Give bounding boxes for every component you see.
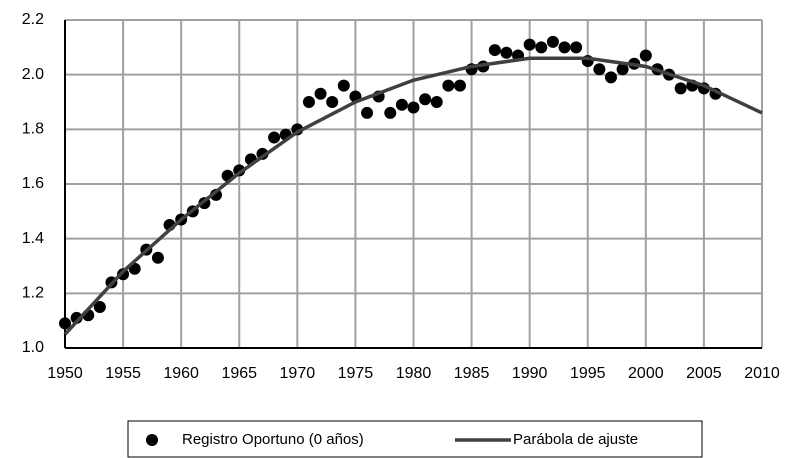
y-tick-label: 1.8 [22,121,44,138]
data-point [268,131,281,144]
data-point [570,41,583,54]
data-point [93,301,106,313]
data-point [523,38,536,51]
data-point [302,96,315,108]
data-point [535,41,548,54]
y-tick-label: 1.2 [22,285,44,302]
x-tick-label: 1955 [105,365,141,382]
y-tick-label: 2.0 [22,66,44,83]
x-tick-label: 1950 [47,365,83,382]
x-tick-label: 1980 [396,365,432,382]
y-tick-label: 1.6 [22,175,44,192]
data-point [546,35,559,48]
data-point [384,106,397,119]
x-tick-label: 1975 [338,365,374,382]
x-tick-label: 2010 [744,365,780,382]
data-point [604,71,617,84]
x-tick-label: 1995 [570,365,606,382]
data-point [407,101,420,114]
y-tick-label: 2.2 [22,11,44,28]
data-point [453,79,466,92]
data-point [593,63,606,76]
data-point [674,82,687,95]
y-tick-label: 1.0 [22,339,44,356]
data-point [326,96,339,108]
x-tick-label: 1965 [221,365,257,382]
data-point [430,96,443,108]
data-point [558,41,571,54]
x-tick-label: 1990 [512,365,548,382]
data-point [488,44,501,57]
data-point [639,49,652,62]
x-tick-label: 1960 [163,365,199,382]
legend-marker [146,434,158,446]
x-tick-label: 2005 [686,365,722,382]
y-tick-label: 1.4 [22,230,44,247]
legend: Registro Oportuno (0 años) Parábola de aj… [127,420,703,458]
data-point [337,79,350,92]
legend-label: Parábola de ajuste [513,431,638,448]
x-tick-label: 1985 [454,365,490,382]
x-tick-label: 1970 [280,365,316,382]
data-point [151,251,164,264]
data-point [361,106,374,119]
legend-label: Registro Oportuno (0 años) [182,431,364,448]
data-point [419,93,432,106]
data-point [500,46,513,59]
data-point [59,317,71,330]
x-tick-label: 2000 [628,365,664,382]
data-point [395,98,408,111]
data-point [442,79,455,92]
fit-line [63,56,763,336]
data-point [314,87,327,100]
legend-box [127,420,703,458]
data-point [616,63,629,76]
